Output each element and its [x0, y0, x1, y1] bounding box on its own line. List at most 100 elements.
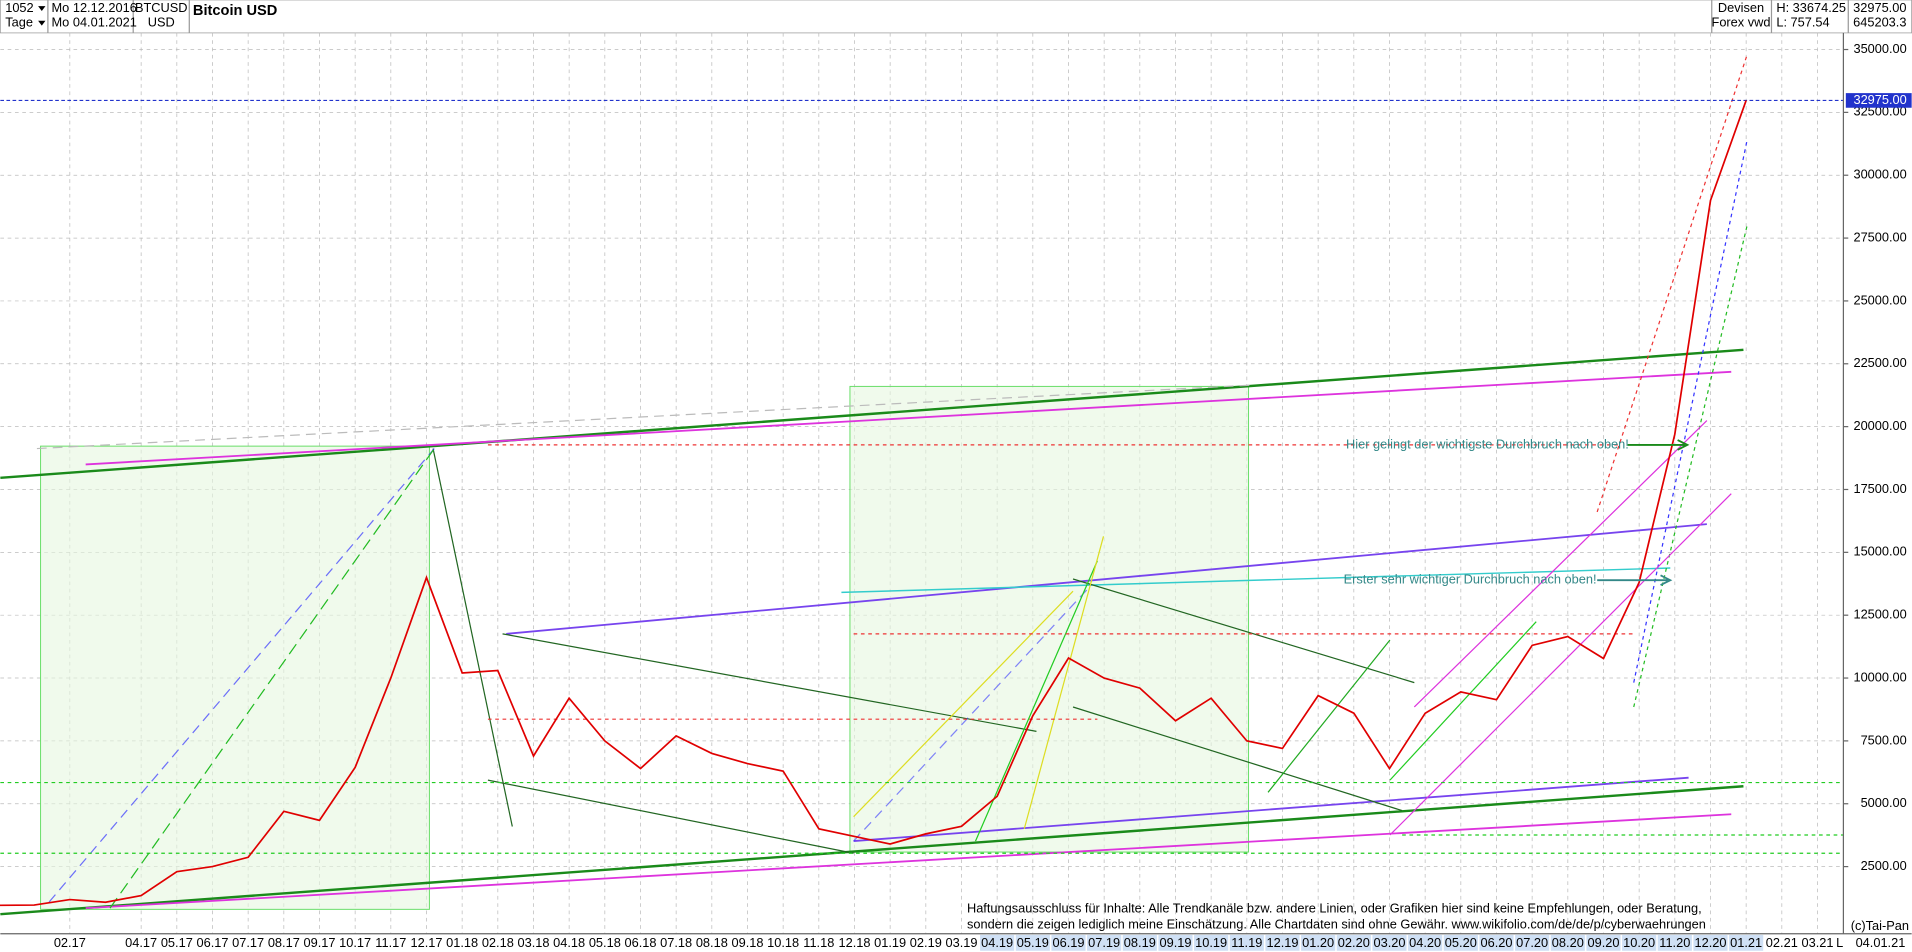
x-tick-label: 08.19: [1124, 935, 1156, 950]
x-tick-bg: [1158, 934, 1193, 951]
zone: [40, 445, 430, 910]
trendline: [0, 785, 1744, 916]
last: 32975.00: [1853, 0, 1906, 15]
y-tick-label: 10000.00: [1853, 669, 1906, 684]
x-tick-label: 12.19: [1266, 935, 1298, 950]
header: 1052 Tage Mo 12.12.2016 Mo 04.01.2021 BT…: [0, 0, 1912, 34]
x-tick-label: 06.18: [624, 935, 656, 950]
price-line: [0, 100, 1747, 907]
x-tick-label: 02.19: [910, 935, 942, 950]
trendline: [1413, 420, 1708, 708]
trendlines: [0, 54, 1844, 916]
arrow: [1627, 439, 1690, 451]
count[interactable]: 1052: [5, 0, 33, 15]
x-tick-label: 07.17: [232, 935, 264, 950]
y-tick-label: 20000.00: [1853, 418, 1906, 433]
trendline: [853, 590, 1074, 818]
trendline: [487, 779, 854, 854]
trendline: [109, 448, 435, 909]
x-tick-label: 12.18: [838, 935, 870, 950]
x-tick-label: 09.18: [731, 935, 763, 950]
x-tick-bg: [1622, 934, 1657, 951]
y-tick-label: 7500.00: [1861, 732, 1907, 747]
data: [0, 99, 1844, 907]
x-tick-label: 01.21: [1730, 935, 1762, 950]
x-tick-label: 05.19: [1017, 935, 1049, 950]
trendline: [853, 584, 1092, 842]
x-tick-label: 04.17: [125, 935, 157, 950]
copyright: (c)Tai-Pan: [1851, 918, 1909, 933]
x-tick-label: 02.18: [482, 935, 514, 950]
x-tick-label: 10.17: [339, 935, 371, 950]
x-tick-label: 10.19: [1195, 935, 1227, 950]
start-date: Mo 12.12.2016: [52, 0, 137, 15]
x-tick-label: 02.21: [1766, 935, 1798, 950]
x-tick-label: 05.17: [161, 935, 193, 950]
x-tick-label: 12.20: [1694, 935, 1726, 950]
x-tick-bg: [1693, 934, 1728, 951]
y-tick-label: 30000.00: [1853, 167, 1906, 182]
x-tick-label: 02.20: [1338, 935, 1370, 950]
header-bar: [0, 0, 1912, 34]
dropdown-arrow[interactable]: [38, 6, 46, 11]
x-tick-bg: [1586, 934, 1621, 951]
chart-title: Bitcoin USD: [193, 3, 277, 19]
x-tick-label: 08.18: [696, 935, 728, 950]
trendline: [85, 813, 1732, 910]
y-tick-label: 25000.00: [1853, 292, 1906, 307]
x-tick-label: 06.19: [1052, 935, 1084, 950]
x-tick-label: 11.17: [375, 935, 406, 950]
x-tick-label: 10.18: [767, 935, 799, 950]
disclaimer: sondern die zeigen lediglich meine Einsc…: [967, 917, 1706, 932]
symbol: BTCUSD: [135, 0, 188, 15]
trendline: [1023, 536, 1105, 830]
trendline: [0, 348, 1744, 480]
x-tick-bg: [1550, 934, 1585, 951]
x-tick-label: 09.19: [1159, 935, 1191, 950]
x-tick-bg: [1015, 934, 1050, 951]
y-tick-label: 35000.00: [1853, 41, 1906, 56]
trendline: [432, 448, 513, 827]
x-tick-label: 07.19: [1088, 935, 1120, 950]
x-tick-label: 08.17: [268, 935, 300, 950]
x-tick-bg: [1336, 934, 1371, 951]
x-tick-bg: [1729, 934, 1764, 951]
trendline: [1633, 225, 1748, 708]
y-tick-label: 22500.00: [1853, 355, 1906, 370]
trendline: [36, 384, 1250, 450]
y-tick-label: 12500.00: [1853, 607, 1906, 622]
trendline: [85, 370, 1732, 466]
trendline: [1072, 578, 1415, 684]
period[interactable]: Tage: [5, 15, 33, 30]
x-tick-label: 01.18: [446, 935, 478, 950]
x-tick-label: 09.20: [1587, 935, 1619, 950]
x-tick-bg: [1657, 934, 1692, 951]
x-tick-label: 07.18: [660, 935, 692, 950]
x-tick-label: 05.18: [589, 935, 621, 950]
x-tick-label: 09.17: [303, 935, 335, 950]
y-tick-label: 15000.00: [1853, 544, 1906, 559]
x-tick-label: 08.20: [1552, 935, 1584, 950]
disclaimer: Haftungsausschluss für Inhalte: Alle Tre…: [967, 901, 1702, 916]
x-tick-label: 01.19: [874, 935, 906, 950]
x-tick-label: 12.17: [410, 935, 442, 950]
dropdown-arrow[interactable]: [38, 20, 46, 26]
y-tick-label: 2500.00: [1861, 858, 1907, 873]
x-tick-label: 11.20: [1659, 935, 1690, 950]
x-tick-bg: [1372, 934, 1407, 951]
x-tick-label: 04.18: [553, 935, 585, 950]
x-tick-bg: [1515, 934, 1550, 951]
x-tick-bg: [1087, 934, 1122, 951]
x-tick-label: 01.20: [1302, 935, 1334, 950]
trendline: [1633, 140, 1748, 683]
current-price-box: [1845, 93, 1912, 108]
end-date: Mo 04.01.2021: [52, 15, 137, 30]
footer-scale: L: [1836, 935, 1843, 950]
x-tick-bg: [1229, 934, 1264, 951]
x-tick-label: 11.18: [803, 935, 834, 950]
x-tick-label: 03.21: [1801, 935, 1833, 950]
volume: 645203.3: [1853, 15, 1906, 30]
y-tick-label: 5000.00: [1861, 795, 1907, 810]
